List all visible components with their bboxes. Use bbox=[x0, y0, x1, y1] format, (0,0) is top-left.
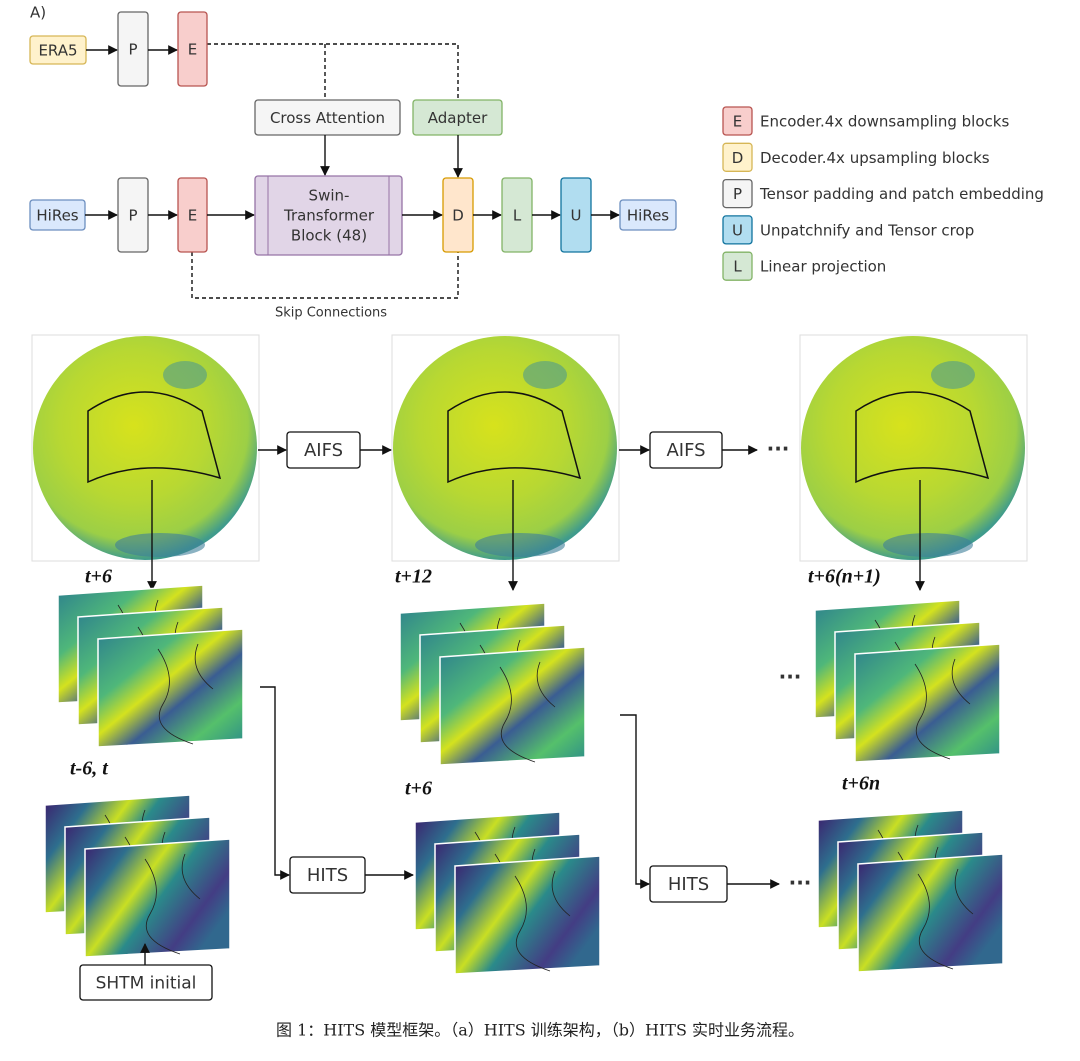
globe-feature bbox=[523, 361, 567, 389]
legend-text: Encoder.4x downsampling blocks bbox=[760, 113, 1009, 131]
legend-text: Tensor padding and patch embedding bbox=[759, 185, 1044, 203]
diagram: A) ERA5 P E Cross Attention Adapter HiRes P E Swi… bbox=[29, 4, 1044, 1040]
swin-label: Block (48) bbox=[291, 227, 367, 245]
legend-key: L bbox=[733, 258, 742, 276]
map-layer bbox=[439, 646, 586, 766]
u-block: U bbox=[571, 207, 582, 225]
region-outline bbox=[855, 391, 990, 484]
aifs: AIFS bbox=[304, 440, 343, 461]
ellipsis: ··· bbox=[789, 871, 812, 895]
globe bbox=[33, 336, 257, 560]
globe-feature bbox=[475, 533, 565, 557]
adapter: Adapter bbox=[428, 109, 488, 127]
e-block: E bbox=[188, 41, 197, 59]
globe-feature bbox=[163, 361, 207, 389]
arrow bbox=[620, 714, 650, 889]
legend-key-box bbox=[722, 178, 753, 209]
skip-label: Skip Connections bbox=[275, 306, 387, 321]
dashed-connector bbox=[191, 252, 459, 299]
time-label: t+6n bbox=[842, 773, 880, 795]
legend-text: Unpatchnify and Tensor crop bbox=[760, 221, 974, 239]
legend-key-box bbox=[722, 215, 753, 245]
aifs: AIFS bbox=[666, 440, 705, 461]
region-outline bbox=[87, 391, 222, 484]
shtm-initial: SHTM initial bbox=[96, 974, 197, 994]
e-block-box bbox=[177, 11, 208, 87]
map-coastline bbox=[514, 870, 571, 972]
map-layer bbox=[84, 838, 231, 958]
legend-key: D bbox=[732, 149, 744, 167]
region-outline bbox=[447, 391, 582, 484]
hires-output: HiRes bbox=[627, 207, 669, 225]
map-layer bbox=[854, 643, 1001, 763]
swin-label: Transformer bbox=[283, 207, 375, 225]
time-label: t-6, t bbox=[70, 758, 109, 780]
globe-feature bbox=[931, 361, 975, 389]
p-block: P bbox=[128, 207, 137, 225]
map-layer bbox=[857, 853, 1004, 973]
map-coastline bbox=[144, 853, 201, 955]
cross-attention: Cross Attention bbox=[270, 109, 385, 127]
globe-feature bbox=[883, 533, 973, 557]
map-layer bbox=[454, 855, 601, 975]
legend-text: Decoder.4x upsampling blocks bbox=[760, 149, 990, 167]
hires-output-box bbox=[619, 199, 677, 231]
d-block: D bbox=[452, 207, 464, 225]
hits: HITS bbox=[668, 874, 709, 895]
arrow bbox=[260, 686, 290, 880]
p-block-box bbox=[117, 11, 149, 87]
map-layer bbox=[97, 628, 244, 748]
dashed-connector bbox=[207, 43, 459, 100]
legend-key: P bbox=[733, 185, 742, 203]
hits: HITS bbox=[307, 865, 348, 886]
legend-key-box bbox=[722, 251, 753, 281]
panel-label: A) bbox=[30, 4, 46, 22]
cross-attention-box bbox=[254, 99, 401, 136]
legend-text: Linear projection bbox=[760, 258, 886, 276]
shtm-initial-box bbox=[79, 964, 213, 1001]
globe bbox=[801, 336, 1025, 560]
legend-key-box bbox=[722, 106, 753, 136]
l-block: L bbox=[513, 207, 522, 225]
ellipsis: ··· bbox=[779, 665, 802, 689]
legend-key: E bbox=[733, 113, 742, 131]
hires-input: HiRes bbox=[36, 207, 78, 225]
ellipsis: ··· bbox=[767, 437, 790, 461]
globe-feature bbox=[115, 533, 205, 557]
era5: ERA5 bbox=[38, 42, 77, 60]
time-label: t+6 bbox=[85, 566, 112, 588]
map-coastline bbox=[917, 868, 974, 970]
caption: 图 1：HITS 模型框架。（a）HITS 训练架构，（b）HITS 实时业务流… bbox=[276, 1021, 804, 1040]
e-block: E bbox=[188, 207, 197, 225]
map-coastline bbox=[499, 661, 556, 763]
time-label: t+12 bbox=[395, 566, 432, 588]
time-label: t+6 bbox=[405, 778, 432, 800]
map-coastline bbox=[157, 643, 214, 745]
time-label: t+6(n+1) bbox=[808, 566, 881, 588]
legend-key-box bbox=[722, 142, 753, 172]
globe bbox=[393, 336, 617, 560]
swin-label: Swin- bbox=[309, 187, 350, 205]
map-coastline bbox=[914, 658, 971, 760]
p-block: P bbox=[128, 41, 137, 59]
legend-key: U bbox=[732, 221, 743, 239]
